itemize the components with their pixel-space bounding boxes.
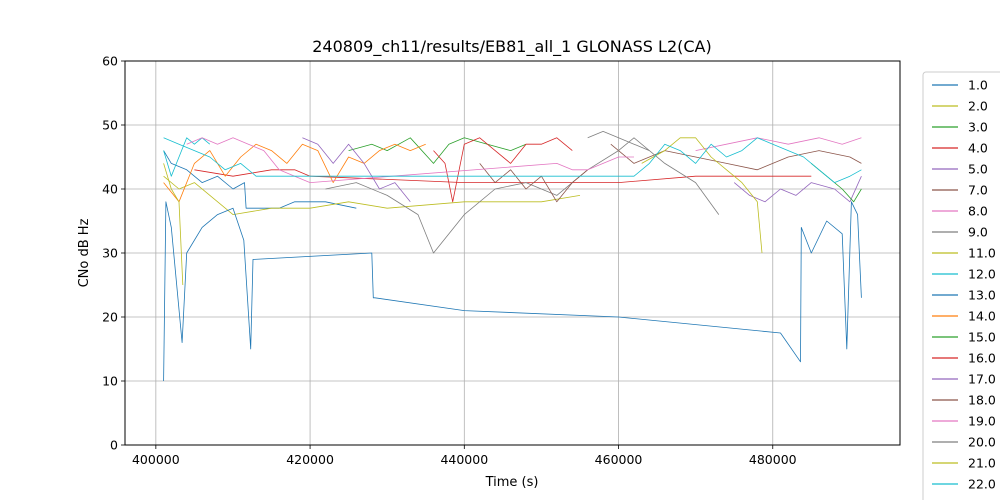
series-line-5.0	[733, 176, 862, 203]
legend-label: 15.0	[968, 330, 996, 345]
grid	[125, 60, 900, 446]
legend-label: 9.0	[968, 225, 988, 240]
legend-label: 7.0	[968, 183, 988, 198]
legend-label: 4.0	[968, 141, 988, 156]
y-tick-label: 60	[102, 54, 118, 69]
legend-label: 18.0	[968, 393, 996, 408]
x-tick-label: 420000	[286, 452, 334, 467]
series-line-3.0	[348, 137, 527, 164]
legend-label: 20.0	[968, 435, 996, 450]
legend: 1.0 2.0 3.0 4.0 5.0 7.0 8.0 9.0 11.0 12.0 13.0 14.0…	[922, 71, 1000, 500]
legend-label: 2.0	[968, 99, 988, 114]
y-tick-label: 0	[110, 438, 118, 453]
legend-label: 22.0	[968, 477, 996, 492]
legend-label: 13.0	[968, 288, 996, 303]
series-line-17.0	[302, 137, 411, 203]
legend-label: 11.0	[968, 246, 996, 261]
legend-label: 21.0	[968, 456, 996, 471]
legend-label: 5.0	[968, 162, 988, 177]
series-line-7.0	[610, 143, 862, 171]
chart-title: 240809_ch11/results/EB81_all_1 GLONASS L…	[312, 37, 712, 57]
legend-label: 19.0	[968, 414, 996, 429]
series-line-8.0	[695, 137, 862, 151]
series-line-9.0	[325, 137, 720, 254]
y-tick-label: 10	[102, 374, 118, 389]
x-tick-label: 400000	[132, 452, 180, 467]
x-tick-label: 460000	[595, 452, 643, 467]
x-axis-label: Time (s)	[485, 475, 539, 490]
y-tick-label: 40	[102, 182, 118, 197]
series-line-1.0	[163, 150, 357, 209]
series-line-20.0	[587, 130, 650, 151]
y-tick-label: 30	[102, 246, 118, 261]
x-tick-label: 480000	[749, 452, 797, 467]
legend-label: 14.0	[968, 309, 996, 324]
legend-label: 12.0	[968, 267, 996, 282]
axis-ticks: 400000 420000 440000 460000 480000 0 10 20 30 40 5…	[102, 54, 797, 468]
legend-label: 1.0	[968, 78, 988, 93]
series-line-14.0	[163, 143, 426, 203]
legend-label: 16.0	[968, 351, 996, 366]
legend-box	[922, 71, 1000, 500]
series-line-22.0	[163, 137, 862, 184]
series-line-18.0	[479, 163, 588, 203]
y-tick-label: 50	[102, 118, 118, 133]
y-tick-label: 20	[102, 310, 118, 325]
legend-label: 17.0	[968, 372, 996, 387]
series-layer	[163, 130, 862, 382]
series-line-16.0	[433, 137, 573, 203]
x-tick-label: 440000	[440, 452, 488, 467]
legend-label: 8.0	[968, 204, 988, 219]
series-line-2.0	[163, 175, 581, 216]
series-line-21.0	[163, 163, 184, 286]
y-axis-label: CNo dB Hz	[77, 218, 92, 287]
series-line-12.0	[163, 137, 211, 177]
legend-label: 23.0	[968, 498, 996, 500]
series-line-13.0	[163, 201, 862, 382]
legend-label: 3.0	[968, 120, 988, 135]
